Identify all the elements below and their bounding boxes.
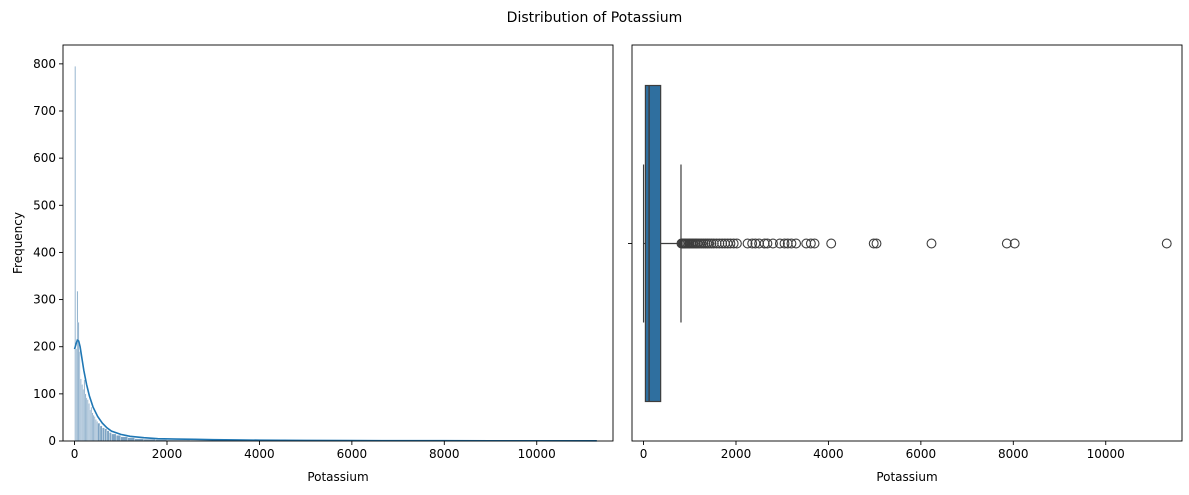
outlier-point xyxy=(791,238,802,249)
histogram-y-tick-label: 0 xyxy=(48,434,56,448)
outlier-point xyxy=(774,238,785,249)
kde-line xyxy=(73,338,597,442)
outlier-point xyxy=(1009,238,1020,249)
outlier-point xyxy=(728,238,739,249)
outlier-point xyxy=(1161,238,1172,249)
histogram-x-axis-label: Potassium xyxy=(307,470,368,484)
outlier-point xyxy=(704,238,715,249)
histogram-bar xyxy=(109,432,112,442)
interquartile-box xyxy=(644,84,662,403)
histogram-y-tick-label: 400 xyxy=(33,245,56,259)
boxplot-x-tick-label: 4000 xyxy=(813,447,844,461)
histogram-x-tick-label: 10000 xyxy=(518,447,556,461)
histogram-x-tick-label: 8000 xyxy=(429,447,460,461)
outlier-point xyxy=(1001,238,1012,249)
boxplot-x-tick-label: 10000 xyxy=(1087,447,1125,461)
boxplot-x-ticks: 0 2000 4000 6000 8000 10000 xyxy=(640,441,1125,461)
outlier-point xyxy=(725,238,736,249)
boxplot-marks xyxy=(642,84,682,403)
histogram-x-tick-label: 0 xyxy=(71,447,79,461)
histogram-bar xyxy=(115,435,121,442)
histogram-y-axis-label: Frequency xyxy=(11,212,25,274)
histogram-x-tick-label: 4000 xyxy=(244,447,275,461)
outlier-point xyxy=(742,238,753,249)
outlier-point xyxy=(826,238,837,249)
outlier-point xyxy=(779,238,790,249)
outlier-point xyxy=(706,238,717,249)
histogram-axes-frame xyxy=(62,44,614,442)
outlier-point xyxy=(809,238,820,249)
outlier-point xyxy=(868,238,879,249)
outlier-point xyxy=(805,238,816,249)
histogram-bar xyxy=(120,436,128,442)
histogram-bar xyxy=(104,428,108,442)
histogram-x-tick-label: 6000 xyxy=(337,447,368,461)
histogram-bar xyxy=(111,433,117,442)
histogram-y-tick-label: 300 xyxy=(33,293,56,307)
outlier-point xyxy=(747,238,758,249)
boxplot-x-tick-label: 8000 xyxy=(998,447,1029,461)
boxplot-x-tick-label: 2000 xyxy=(721,447,752,461)
histogram-panel: 0 2000 4000 6000 8000 10000 0 100 200 300 400 500 6… xyxy=(11,44,614,484)
histogram-bar xyxy=(127,437,135,442)
histogram-bars xyxy=(74,66,597,442)
histogram-y-ticks: 0 100 200 300 400 500 600 700 800 xyxy=(33,57,63,448)
histogram-y-tick-label: 700 xyxy=(33,104,56,118)
outlier-point xyxy=(731,238,742,249)
histogram-y-tick-label: 600 xyxy=(33,151,56,165)
histogram-bar xyxy=(99,425,103,442)
boxplot-x-tick-label: 0 xyxy=(640,447,648,461)
histogram-x-tick-label: 2000 xyxy=(152,447,183,461)
histogram-bar xyxy=(97,422,101,442)
outlier-point xyxy=(762,238,773,249)
boxplot-x-tick-label: 6000 xyxy=(906,447,937,461)
histogram-y-tick-label: 100 xyxy=(33,387,56,401)
histogram-x-ticks: 0 2000 4000 6000 8000 10000 xyxy=(71,441,556,461)
histogram-y-tick-label: 200 xyxy=(33,340,56,354)
outlier-point xyxy=(926,238,937,249)
histogram-bar xyxy=(106,430,110,442)
histogram-bar xyxy=(102,427,105,442)
boxplot-outliers xyxy=(676,238,1172,249)
outlier-point xyxy=(871,238,882,249)
boxplot-axes-frame xyxy=(631,44,1183,442)
figure-suptitle: Distribution of Potassium xyxy=(507,10,683,26)
outlier-point xyxy=(768,238,778,249)
histogram-y-tick-label: 500 xyxy=(33,198,56,212)
boxplot-x-axis-label: Potassium xyxy=(876,470,937,484)
boxplot-panel: 0 2000 4000 6000 8000 10000 Potassium xyxy=(628,44,1183,484)
histogram-y-tick-label: 800 xyxy=(33,57,56,71)
outlier-point xyxy=(786,238,797,249)
